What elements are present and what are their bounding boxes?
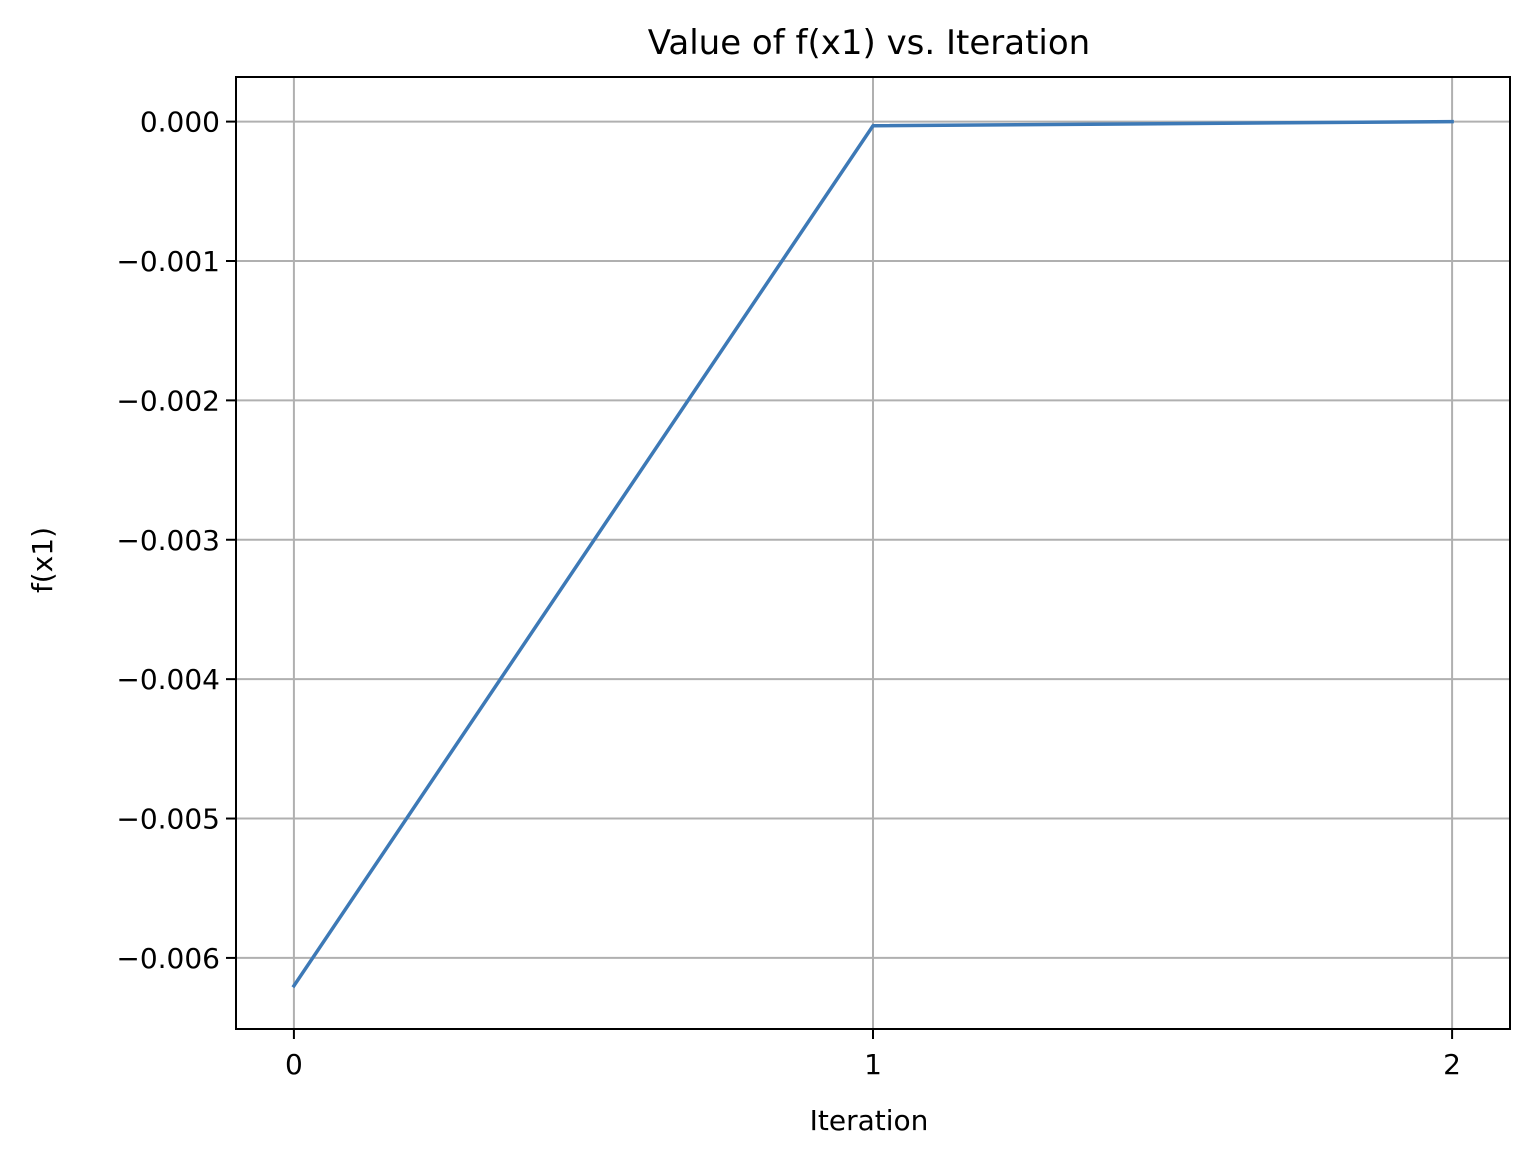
y-tick-label: −0.005 xyxy=(116,803,220,836)
y-tick-label: 0.000 xyxy=(140,106,220,139)
series-layer xyxy=(291,119,1454,989)
x-axis-label: Iteration xyxy=(810,1104,929,1137)
y-tick-label: −0.001 xyxy=(116,245,220,278)
y-tick-label: −0.002 xyxy=(116,384,220,417)
y-tick-label: −0.006 xyxy=(116,942,220,975)
chart-title: Value of f(x1) vs. Iteration xyxy=(648,23,1090,63)
grid xyxy=(236,77,1510,1029)
x-tick-label: 1 xyxy=(864,1048,882,1081)
plot-frame xyxy=(235,76,1511,1030)
x-tick-label: 2 xyxy=(1443,1048,1461,1081)
y-tick-label: −0.003 xyxy=(116,524,220,557)
x-tick-label: 0 xyxy=(285,1048,303,1081)
series-line-0 xyxy=(291,119,1454,989)
ticks: 0 1 2 0.000 −0.001 −0.002 −0.003 −0.004 −0.005 −0… xyxy=(116,106,1461,1081)
y-tick-label: −0.004 xyxy=(116,663,220,696)
y-axis-label: f(x1) xyxy=(26,527,59,593)
